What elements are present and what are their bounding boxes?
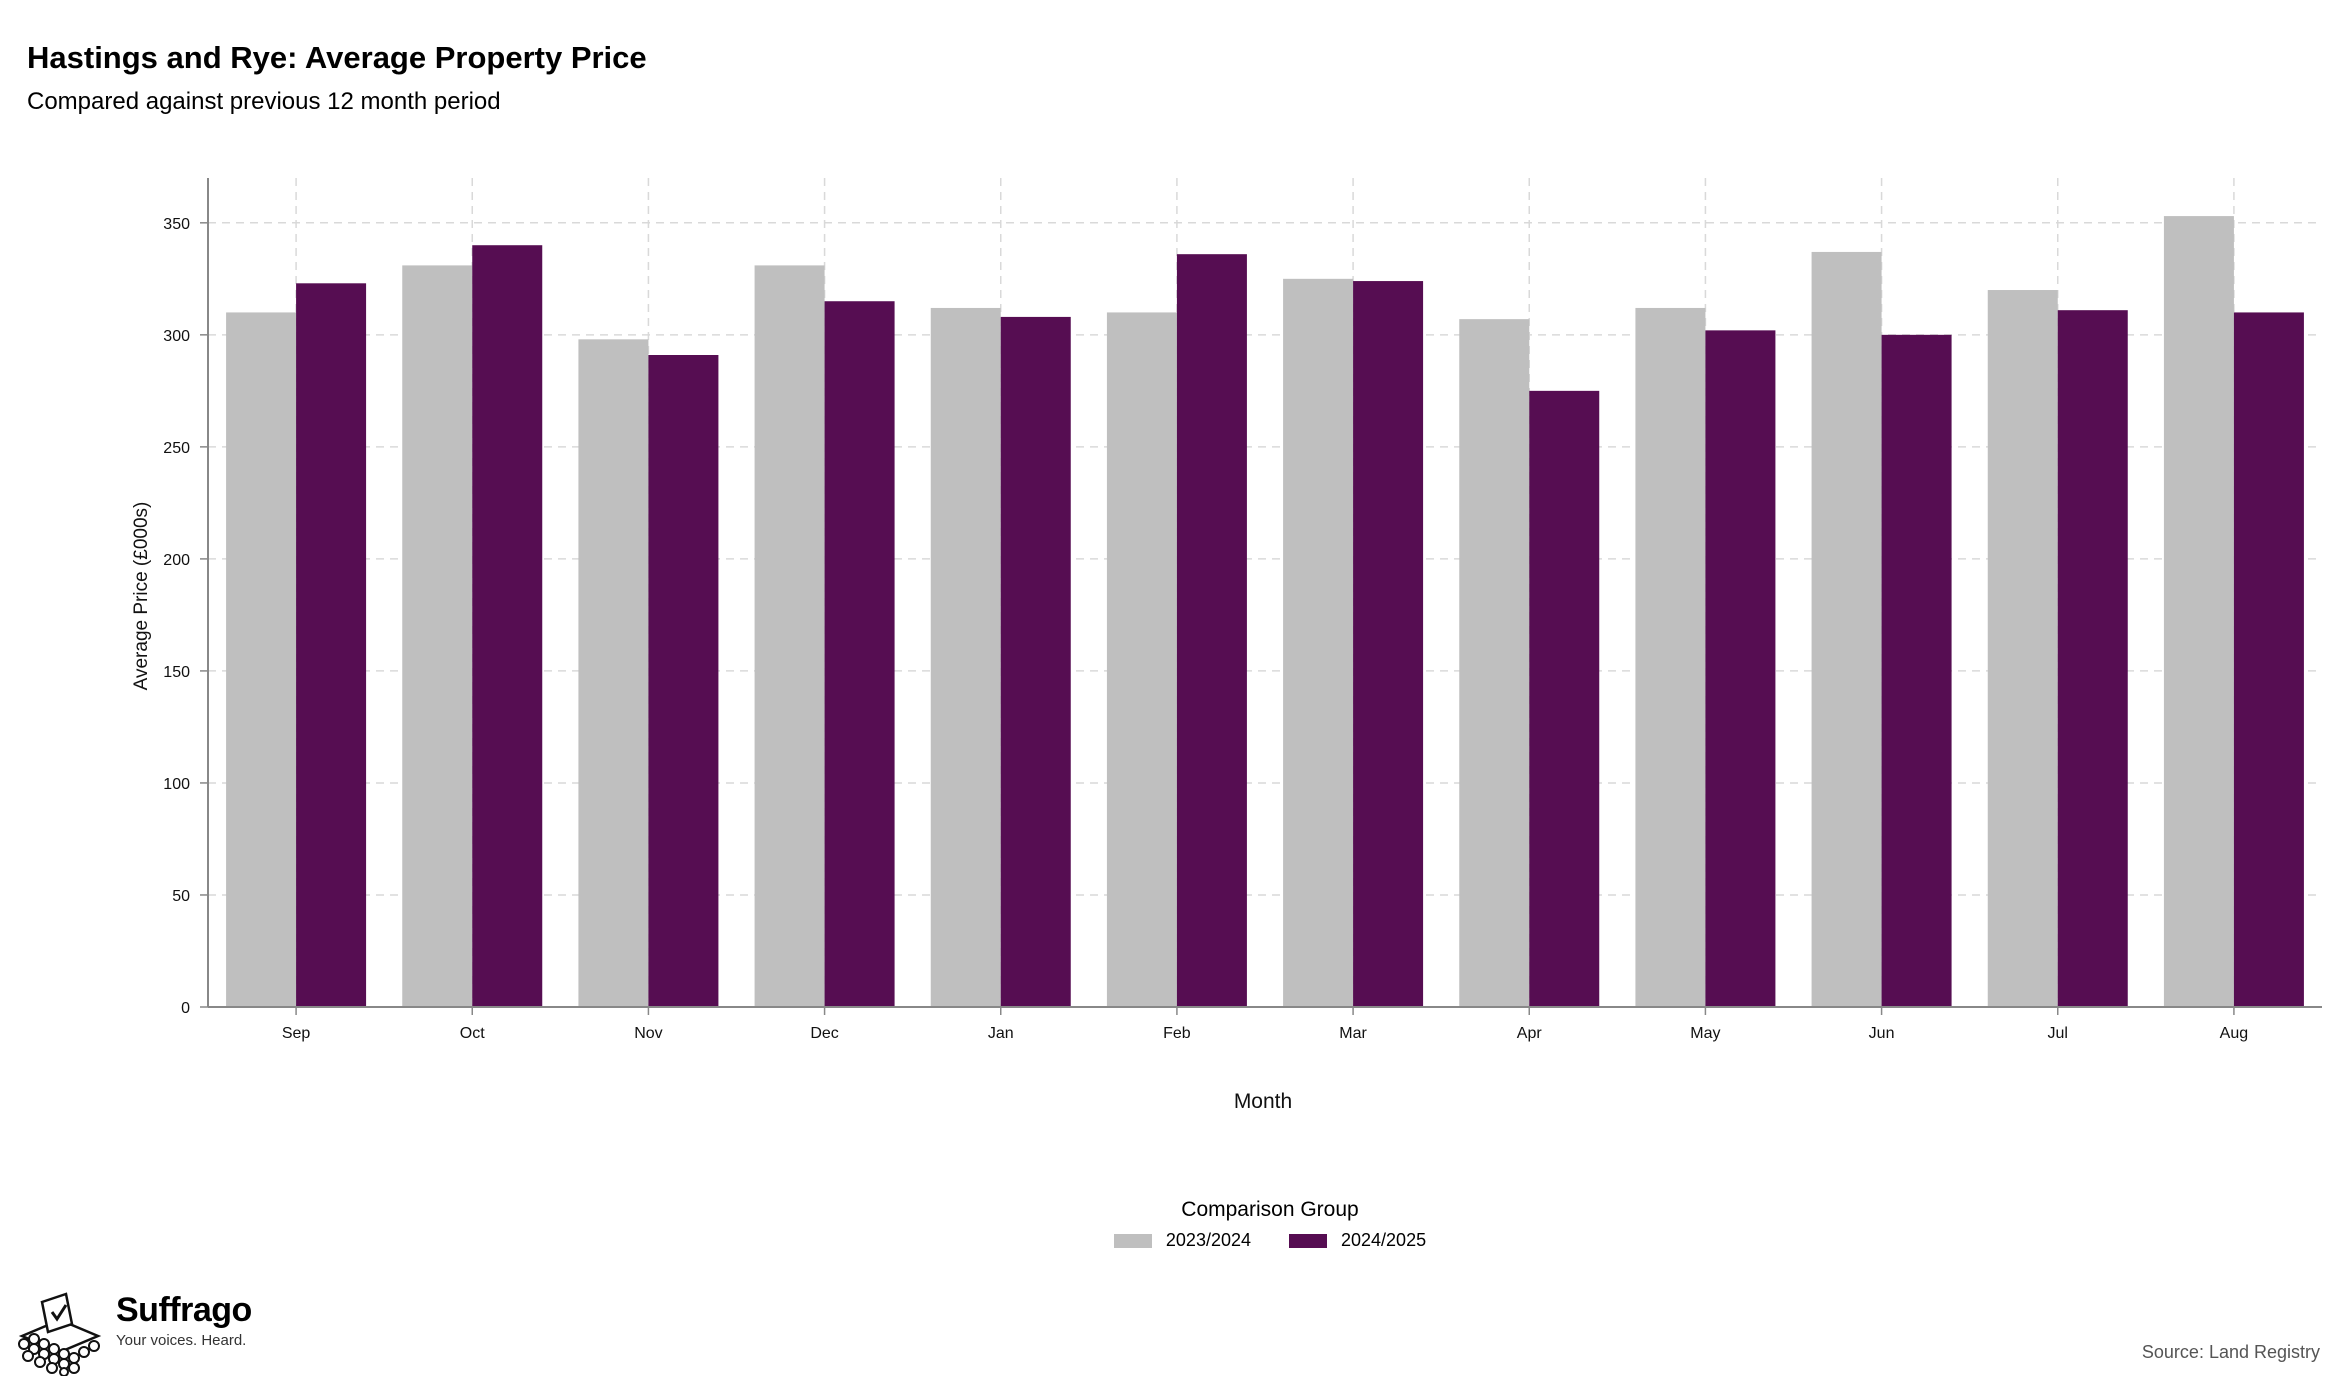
legend-item-2023-2024: 2023/2024 bbox=[1113, 1230, 1251, 1251]
legend-item-2024-2025: 2024/2025 bbox=[1289, 1230, 1426, 1251]
legend-title: Comparison Group bbox=[1181, 1198, 1359, 1221]
x-tick-label: Apr bbox=[1517, 1025, 1543, 1042]
bar-2024-2025-dec bbox=[824, 301, 895, 1007]
y-axis-title: Average Price (£000s) bbox=[131, 502, 152, 691]
bar-2023-2024-mar bbox=[1283, 278, 1354, 1007]
bar-2023-2024-aug bbox=[2163, 216, 2234, 1008]
bar-2024-2025-jun bbox=[1881, 334, 1952, 1007]
y-tick-label: 250 bbox=[163, 440, 190, 457]
y-tick-label: 100 bbox=[163, 776, 190, 793]
brand-name: Suffrago bbox=[116, 1291, 252, 1329]
y-tick-label: 300 bbox=[163, 328, 190, 345]
bar-2023-2024-dec bbox=[754, 265, 825, 1007]
bar-2023-2024-oct bbox=[402, 265, 473, 1007]
y-tick-label: 150 bbox=[163, 664, 190, 681]
bar-2024-2025-sep bbox=[296, 283, 367, 1007]
bar-chart: 0 50 100 150 200 250 300 350 Sep Oct Nov Dec Jan Feb M… bbox=[131, 178, 2322, 1113]
bar-2024-2025-aug bbox=[2233, 312, 2304, 1007]
bar-2023-2024-jul bbox=[1987, 290, 2058, 1007]
bars bbox=[226, 216, 2304, 1008]
x-tick-label: Oct bbox=[460, 1025, 485, 1042]
x-tick-label: Dec bbox=[810, 1025, 838, 1042]
bar-2024-2025-mar bbox=[1353, 281, 1424, 1008]
y-tick-label: 350 bbox=[163, 216, 190, 233]
bar-2024-2025-jul bbox=[2057, 310, 2128, 1007]
x-tick-label: May bbox=[1690, 1025, 1720, 1042]
x-tick-label: Jun bbox=[1869, 1025, 1895, 1042]
y-tick-label: 50 bbox=[172, 888, 190, 905]
bar-2023-2024-jun bbox=[1811, 251, 1882, 1007]
bar-2023-2024-feb bbox=[1106, 312, 1177, 1007]
x-axis-title: Month bbox=[1234, 1090, 1292, 1113]
brand-tagline: Your voices. Heard. bbox=[116, 1332, 247, 1349]
legend-swatch bbox=[1289, 1233, 1327, 1248]
chart-subtitle: Compared against previous 12 month perio… bbox=[27, 88, 501, 115]
legend-label: 2023/2024 bbox=[1165, 1230, 1251, 1250]
legend-swatch bbox=[1113, 1233, 1152, 1248]
chart-title: Hastings and Rye: Average Property Price bbox=[27, 40, 647, 75]
brand-text: Suffrago Your voices. Heard. bbox=[116, 1292, 252, 1349]
x-tick-label: Jul bbox=[2048, 1025, 2068, 1042]
x-tick-label: Jan bbox=[988, 1025, 1014, 1042]
ballot-box-icon bbox=[18, 1292, 102, 1376]
legend-items: 2023/2024 2024/2025 bbox=[1050, 1230, 1490, 1251]
bar-2024-2025-jan bbox=[1000, 316, 1071, 1007]
bar-2023-2024-jan bbox=[930, 307, 1001, 1007]
bar-2024-2025-nov bbox=[648, 355, 719, 1008]
bar-2023-2024-apr bbox=[1459, 319, 1530, 1007]
bar-2023-2024-nov bbox=[578, 339, 649, 1007]
bar-2024-2025-oct bbox=[472, 245, 543, 1008]
bar-2023-2024-may bbox=[1635, 307, 1706, 1007]
axes: 0 50 100 150 200 250 300 350 Sep Oct Nov Dec Jan Feb M… bbox=[163, 178, 2322, 1042]
x-tick-label: Feb bbox=[1163, 1025, 1191, 1042]
bar-2024-2025-may bbox=[1705, 330, 1776, 1007]
x-tick-label: Nov bbox=[634, 1025, 662, 1042]
bar-2024-2025-apr bbox=[1529, 390, 1600, 1008]
y-tick-label: 200 bbox=[163, 552, 190, 569]
source-note: Source: Land Registry bbox=[2141, 1342, 2320, 1362]
x-tick-label: Sep bbox=[282, 1025, 311, 1042]
y-tick-label: 0 bbox=[181, 1000, 190, 1017]
bar-2024-2025-feb bbox=[1176, 254, 1247, 1008]
x-tick-label: Aug bbox=[2220, 1025, 2248, 1042]
brand-logo: Suffrago Your voices. Heard. bbox=[14, 1292, 252, 1376]
x-tick-label: Mar bbox=[1339, 1025, 1367, 1042]
bar-2023-2024-sep bbox=[226, 312, 297, 1007]
legend: Comparison Group 2023/2024 2024/2025 bbox=[1050, 1198, 1490, 1251]
legend-label: 2024/2025 bbox=[1341, 1230, 1427, 1250]
